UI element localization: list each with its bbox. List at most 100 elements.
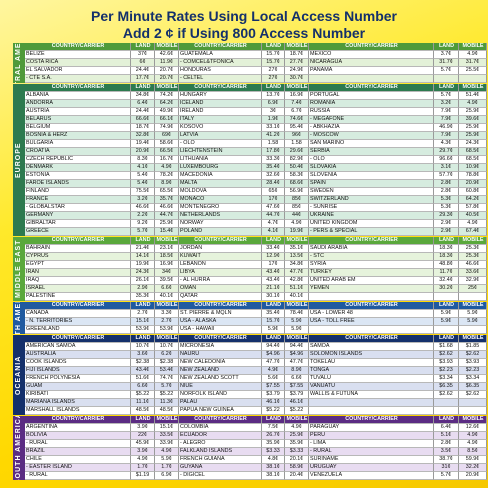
rate-cell: 35.1¢ bbox=[285, 245, 309, 253]
rate-cell: 20.9¢ bbox=[459, 180, 487, 188]
rate-cell: 24.3¢ bbox=[131, 269, 155, 277]
rate-cell: 44.7¢ bbox=[262, 212, 285, 220]
rate-cell: $3.34 bbox=[459, 375, 487, 383]
rate-cell: 51.1¢ bbox=[285, 285, 309, 293]
rate-cell: 8.3¢ bbox=[131, 156, 155, 164]
rate-cell: 4.9¢ bbox=[459, 100, 487, 108]
country-cell: COOK ISLANDS bbox=[25, 359, 131, 367]
rate-cell: 58.3¢ bbox=[285, 172, 309, 180]
country-cell bbox=[309, 326, 434, 334]
country-cell: ST. PIERRE & MQLN bbox=[179, 310, 262, 318]
rate-cell: 42.6¢ bbox=[155, 51, 179, 59]
country-cell: COLOMBIA bbox=[179, 424, 262, 432]
rate-cell: $3.79 bbox=[285, 391, 309, 399]
rate-cell: 5.9¢ bbox=[459, 318, 487, 326]
column-header: MOBILE bbox=[459, 416, 487, 424]
rate-cell: 65.5¢ bbox=[155, 188, 179, 196]
rate-cell: 43.4¢ bbox=[262, 277, 285, 285]
column-header: MOBILE bbox=[459, 335, 487, 343]
country-cell bbox=[309, 75, 434, 83]
rate-cell: 39.5¢ bbox=[155, 277, 179, 285]
rate-cell: 3.1¢ bbox=[434, 164, 459, 172]
country-cell: UNITED ARAB EM bbox=[309, 277, 434, 285]
country-cell: - EASTER ISLAND bbox=[25, 464, 131, 472]
rate-cell: 17¢ bbox=[262, 261, 285, 269]
rate-cell: 30.2¢ bbox=[434, 285, 459, 293]
rate-cell: 45.9¢ bbox=[131, 440, 155, 448]
rate-cell: $2.62 bbox=[459, 351, 487, 359]
country-cell: NEW CALEDONIA bbox=[179, 359, 262, 367]
rate-cell: 25.9¢ bbox=[459, 108, 487, 116]
rate-cell: 2.7¢ bbox=[131, 310, 155, 318]
country-cell: LUXEMBOURG bbox=[179, 164, 262, 172]
country-cell: NEW ZEALAND bbox=[179, 367, 262, 375]
rate-cell: 25.9¢ bbox=[459, 124, 487, 132]
rate-cell: 6¢ bbox=[131, 59, 155, 67]
column-header: MOBILE bbox=[155, 43, 179, 51]
country-cell: GUYANA bbox=[179, 464, 262, 472]
rate-cell: 74.9¢ bbox=[155, 124, 179, 132]
rate-cell: 53.9¢ bbox=[131, 326, 155, 334]
rate-cell: 2.9¢ bbox=[434, 220, 459, 228]
rate-cell: 33.9¢ bbox=[155, 440, 179, 448]
country-cell: AMERICAN SAMOA bbox=[25, 343, 131, 351]
rate-cell: 38.1¢ bbox=[262, 464, 285, 472]
rate-cell: 15.7¢ bbox=[262, 59, 285, 67]
column-header: LAND bbox=[434, 302, 459, 310]
rate-cell: 44.7¢ bbox=[155, 212, 179, 220]
rate-cell: 46.9¢ bbox=[434, 124, 459, 132]
country-cell: GERMANY bbox=[25, 212, 131, 220]
country-cell: KUWAIT bbox=[179, 253, 262, 261]
rate-cell: $4.96 bbox=[262, 351, 285, 359]
rate-cell: 2.9¢ bbox=[434, 228, 459, 236]
country-cell: USA - TOLL FREE bbox=[309, 318, 434, 326]
rate-cell: 19.4¢ bbox=[131, 140, 155, 148]
rate-cell: 9.2¢ bbox=[131, 220, 155, 228]
rate-cell: 31.7¢ bbox=[459, 59, 487, 67]
rate-cell: 5.4¢ bbox=[131, 172, 155, 180]
rate-cell: $3.93 bbox=[459, 359, 487, 367]
rate-cell: $6.35 bbox=[459, 383, 487, 391]
rate-cell: 66.1¢ bbox=[155, 116, 179, 124]
rate-cell: $2.62 bbox=[434, 351, 459, 359]
column-header: LAND bbox=[131, 237, 155, 245]
rate-cell: 40.1¢ bbox=[285, 293, 309, 301]
rate-cell: 2.8¢ bbox=[434, 440, 459, 448]
column-header: MOBILE bbox=[155, 84, 179, 92]
rate-cell: 29.6¢ bbox=[285, 148, 309, 156]
rate-cell: 4.9¢ bbox=[285, 220, 309, 228]
rate-cell: 8.9¢ bbox=[155, 180, 179, 188]
country-cell: - CTE S.A. bbox=[25, 75, 131, 83]
rate-cell: 74.6¢ bbox=[285, 116, 309, 124]
rate-cell: 40.1¢ bbox=[155, 293, 179, 301]
country-cell: BELARUS bbox=[25, 116, 131, 124]
country-cell: FIJI ISLANDS bbox=[25, 367, 131, 375]
column-header: MOBILE bbox=[155, 416, 179, 424]
rate-cell: 12.9¢ bbox=[262, 253, 285, 261]
country-cell: PARAGUAY bbox=[309, 424, 434, 432]
region-section: SOUTH AMERICA COUNTRY/CARRIER LAND MOBILE CO… bbox=[13, 416, 487, 480]
rate-cell: 24.4¢ bbox=[131, 67, 155, 75]
country-cell: MARSHALL ISLANDS bbox=[25, 407, 131, 415]
rate-cell: 11.7¢ bbox=[434, 269, 459, 277]
rate-cell: 18.7¢ bbox=[131, 124, 155, 132]
rate-cell: 66.6¢ bbox=[131, 116, 155, 124]
rate-cell: $5.22 bbox=[155, 391, 179, 399]
rate-cell: 20.4¢ bbox=[285, 472, 309, 480]
column-header: LAND bbox=[262, 84, 285, 92]
country-cell: - COMCEL&TFONICA bbox=[179, 59, 262, 67]
country-cell: POLAND bbox=[179, 228, 262, 236]
region-section: CENTRAL AMERICACOUNTRY/CARRIERLANDMOBILE… bbox=[13, 43, 487, 83]
country-cell: NEW ZEALAND SCOTT bbox=[179, 375, 262, 383]
rate-cell: 46.6¢ bbox=[155, 204, 179, 212]
column-header: LAND bbox=[434, 237, 459, 245]
rate-cell: 4.1¢ bbox=[131, 164, 155, 172]
country-cell: HONDURAS bbox=[179, 67, 262, 75]
country-cell: FRANCE bbox=[25, 196, 131, 204]
rate-cell: 15.1¢ bbox=[131, 318, 155, 326]
rate-cell: 25.5¢ bbox=[459, 67, 487, 75]
rate-cell: 19.9¢ bbox=[285, 228, 309, 236]
rate-cell: 1.9¢ bbox=[262, 116, 285, 124]
rate-cell: 78.4¢ bbox=[285, 310, 309, 318]
